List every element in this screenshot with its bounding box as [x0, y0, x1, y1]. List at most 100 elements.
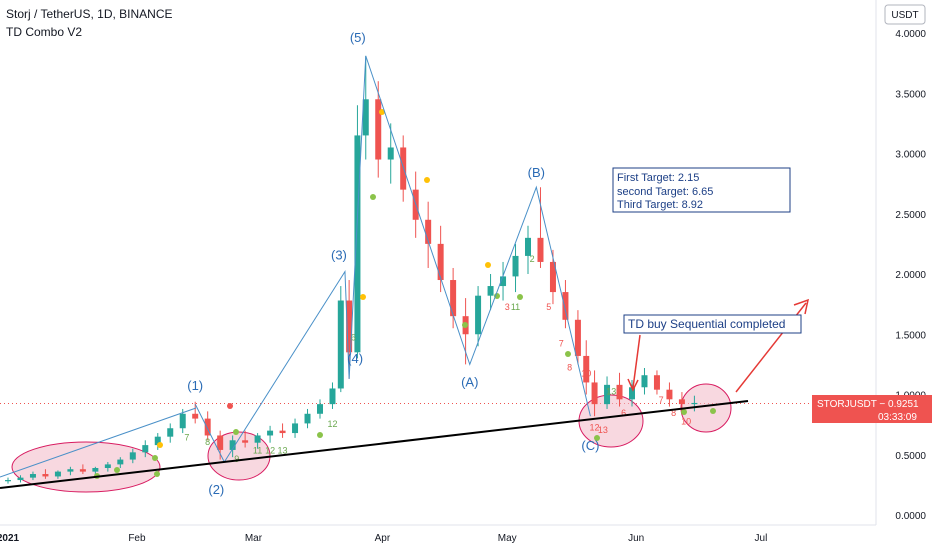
td-dot [360, 294, 366, 300]
candle-body [204, 418, 211, 436]
symbol-title[interactable]: Storj / TetherUS, 1D, BINANCE [6, 7, 173, 21]
wave-label: (3) [331, 248, 347, 263]
td-dot [565, 351, 571, 357]
candle-body [67, 469, 74, 472]
td-count-label: 12 [590, 423, 600, 433]
second-target: second Target: 6.65 [617, 186, 713, 198]
td-dots [94, 109, 716, 479]
td-dot [379, 109, 385, 115]
wave-leg-0-1 [0, 407, 197, 478]
x-tick-label: Jul [755, 533, 768, 544]
candle-body [267, 430, 274, 436]
td-count-label: 8 [567, 362, 572, 372]
candle-body [17, 477, 24, 481]
candle-body [179, 413, 186, 429]
candle-body [678, 399, 685, 405]
candle-body [574, 319, 581, 356]
y-axis-ticks: 4.00003.50003.00002.50002.00001.50001.00… [895, 29, 926, 522]
td-dot [227, 403, 233, 409]
candle-body [346, 300, 353, 353]
candle-body [437, 243, 444, 281]
candle-body [242, 440, 249, 443]
wave-label: (5) [350, 30, 366, 45]
wave-label: (B) [528, 165, 545, 180]
td-dot [594, 435, 600, 441]
td-count-label: 7 [659, 395, 664, 405]
candle-body [92, 468, 99, 472]
y-tick-label: 2.5000 [895, 210, 926, 221]
td-count-label: 2 [530, 254, 535, 264]
td-count-label: 9 [234, 454, 239, 464]
td-sequential-label: TD buy Sequential completed [628, 317, 785, 331]
candle-body [450, 280, 457, 317]
candle-body [583, 355, 590, 383]
candle-body [500, 276, 507, 287]
candle-body [5, 480, 11, 482]
currency-button[interactable]: USDT [884, 4, 926, 25]
candle-body [354, 135, 361, 353]
support-trendline [0, 400, 749, 489]
indicator-label[interactable]: TD Combo V2 [6, 25, 83, 39]
td-dot [152, 455, 158, 461]
td-arrow [627, 334, 641, 392]
y-tick-label: 3.0000 [895, 150, 926, 161]
td-count-label: 8 [671, 408, 676, 418]
candle-body [279, 430, 286, 434]
candle-body [525, 237, 531, 256]
first-target: First Target: 2.15 [617, 172, 699, 184]
td-dot [317, 432, 323, 438]
candle-body [537, 237, 544, 262]
last-price-countdown: 03:33:09 [878, 412, 917, 423]
td-count-label: 11 [253, 446, 262, 456]
candle-body [375, 99, 382, 160]
candle-body [653, 375, 660, 390]
third-target: Third Target: 8.92 [617, 199, 703, 211]
y-tick-label: 4.0000 [895, 29, 926, 40]
candle-body [562, 292, 569, 320]
td-dot [485, 262, 491, 268]
candle-body [29, 474, 36, 478]
y-tick-label: 0.5000 [895, 451, 926, 462]
candle-body [317, 404, 323, 414]
wave-labels: (1) (2) (3) (4) (5) (A) (B) (C) [187, 30, 599, 497]
ellipse-accumulation [11, 441, 161, 493]
td-count-label: 7 [184, 432, 189, 442]
candle-body [362, 99, 369, 136]
targets-box[interactable]: First Target: 2.15 second Target: 6.65 T… [612, 167, 791, 213]
td-count-label: 12 [327, 419, 337, 429]
candle-body [549, 261, 556, 293]
last-price-symbol: STORJUSDT − 0.9251 [817, 399, 919, 410]
td-dot [517, 294, 523, 300]
candle-body [229, 440, 236, 450]
candle-body [167, 428, 174, 437]
candle-body [254, 435, 261, 443]
candle-body [641, 375, 648, 388]
highlight-ellipses [11, 383, 732, 493]
td-dot [710, 408, 716, 414]
x-tick-label: Jun [628, 533, 644, 544]
candle-body [79, 469, 86, 472]
y-tick-label: 0.0000 [895, 511, 926, 522]
candle-body [425, 219, 432, 244]
x-tick-label: Apr [375, 533, 391, 544]
candle-body [142, 445, 149, 453]
last-price-tag[interactable]: STORJUSDT − 0.9251 03:33:09 [812, 395, 932, 423]
td-count-label: 7 [559, 338, 564, 348]
candle-body [604, 384, 611, 405]
td-count-label: 10 [581, 368, 591, 378]
td-dot [114, 467, 120, 473]
td-arrow-shaft [632, 334, 641, 389]
candle-body [42, 474, 49, 477]
candle-body [117, 459, 124, 465]
candle-body [487, 286, 494, 296]
td-sequential-box[interactable]: TD buy Sequential completed [623, 314, 802, 334]
td-count-label: 8 [205, 437, 210, 447]
candle-body [691, 402, 698, 405]
td-arrow-head [627, 378, 639, 392]
candle-body [329, 388, 336, 405]
wave-label: (2) [208, 482, 224, 497]
candle-body [387, 147, 394, 160]
candle-body [54, 471, 61, 477]
